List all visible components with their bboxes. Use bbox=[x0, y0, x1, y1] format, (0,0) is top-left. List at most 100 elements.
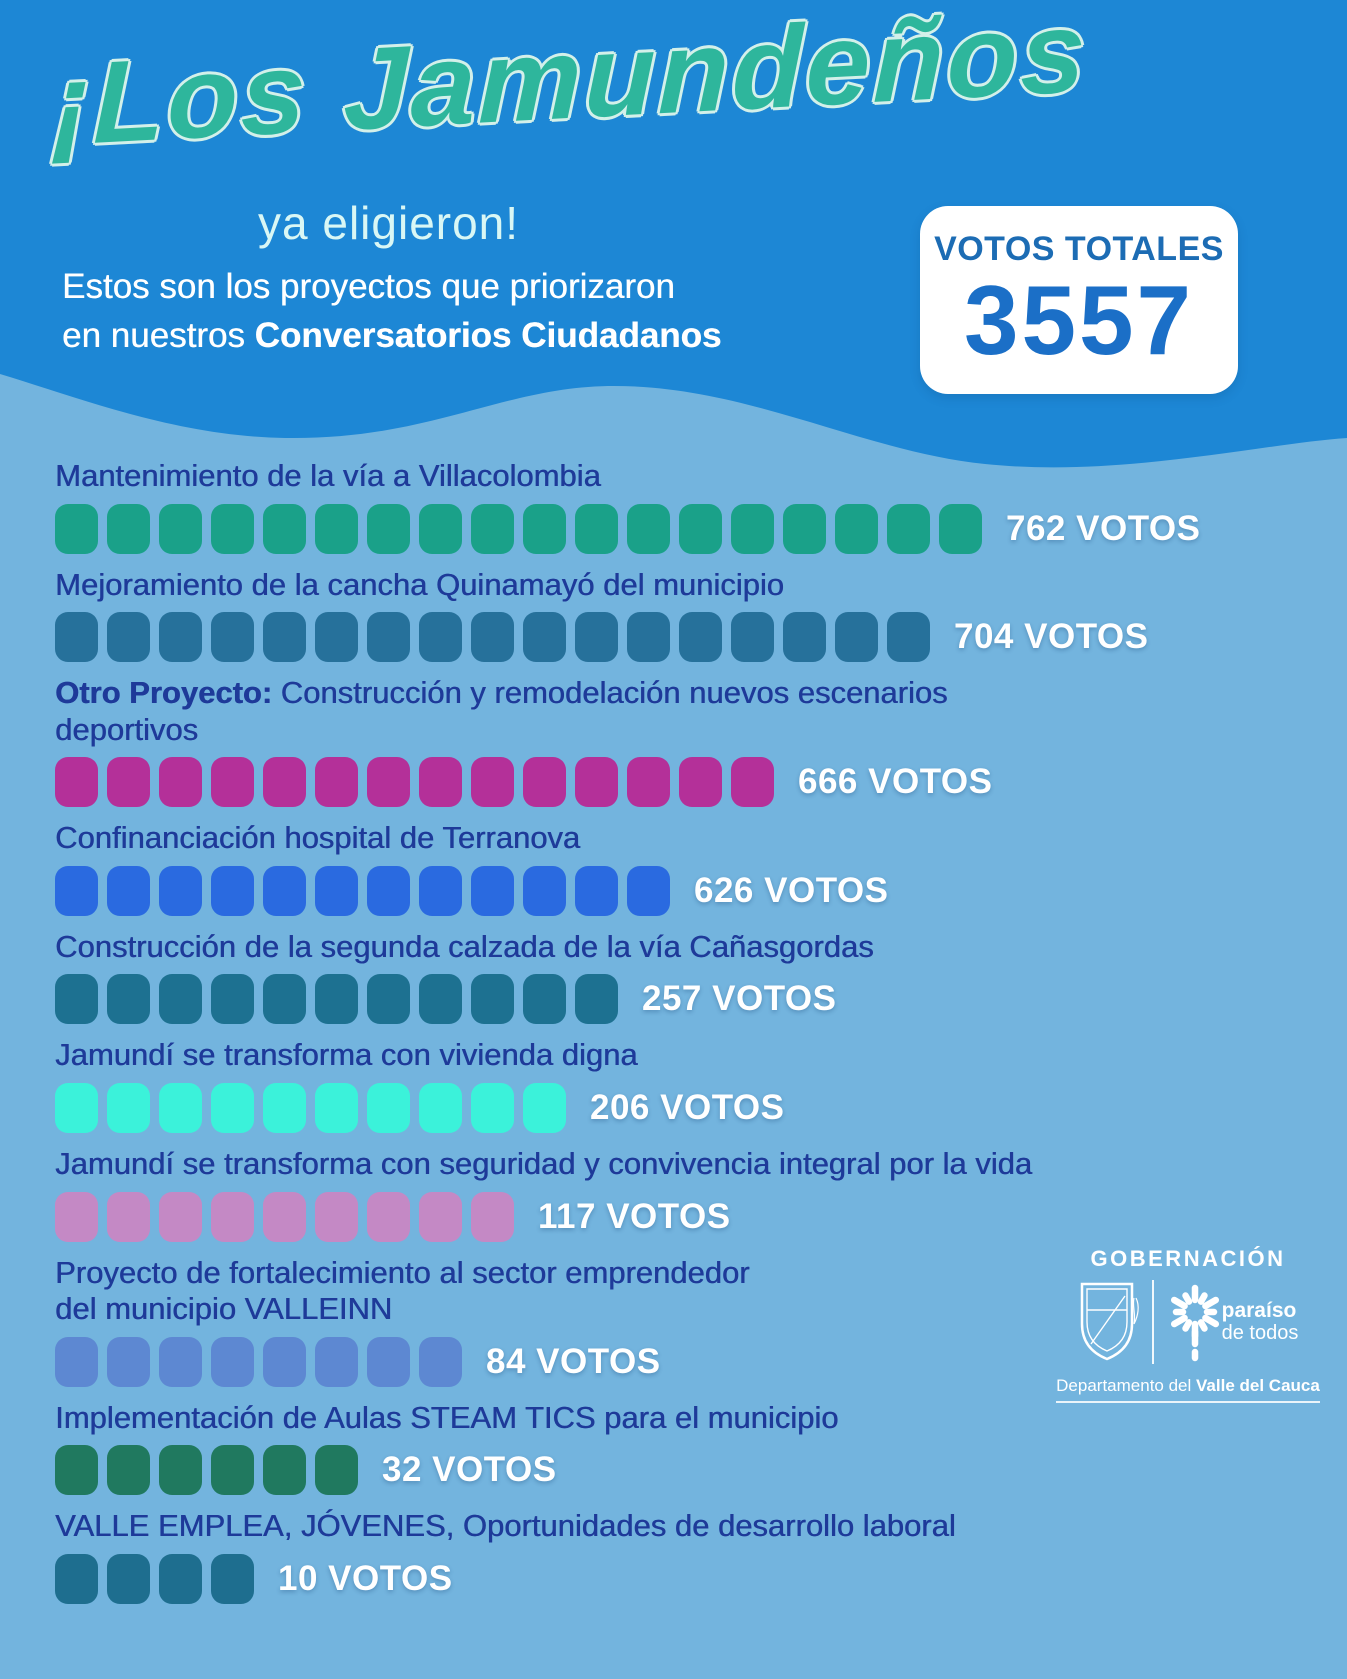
vote-square bbox=[263, 1083, 306, 1134]
vote-count-label: 32 VOTOS bbox=[382, 1450, 557, 1490]
vote-square bbox=[679, 757, 722, 808]
project-row: Mejoramiento de la cancha Quinamayó del … bbox=[55, 567, 1310, 663]
project-row: Mantenimiento de la vía a Villacolombia … bbox=[55, 458, 1310, 554]
vote-square bbox=[107, 1553, 150, 1604]
vote-square bbox=[55, 503, 98, 554]
vote-squares bbox=[55, 612, 930, 663]
vote-square bbox=[575, 865, 618, 916]
vote-square bbox=[939, 503, 982, 554]
vote-square bbox=[471, 612, 514, 663]
vote-square bbox=[55, 1191, 98, 1242]
vote-square bbox=[263, 757, 306, 808]
vote-bar: 626 VOTOS bbox=[55, 865, 1310, 916]
vote-square bbox=[55, 1336, 98, 1387]
vote-square bbox=[679, 612, 722, 663]
project-row: Proyecto de fortalecimiento al sector em… bbox=[55, 1255, 1310, 1387]
vote-square bbox=[471, 757, 514, 808]
vote-bar: 32 VOTOS bbox=[55, 1445, 1310, 1496]
vote-square bbox=[523, 503, 566, 554]
vote-square bbox=[419, 1336, 462, 1387]
vote-squares bbox=[55, 1083, 566, 1134]
vote-square bbox=[419, 974, 462, 1025]
vote-square bbox=[315, 1445, 358, 1496]
vote-square bbox=[211, 974, 254, 1025]
vote-bar: 704 VOTOS bbox=[55, 612, 1310, 663]
vote-square bbox=[55, 612, 98, 663]
project-row: Jamundí se transforma con seguridad y co… bbox=[55, 1146, 1310, 1242]
vote-square bbox=[211, 1336, 254, 1387]
vote-square bbox=[523, 865, 566, 916]
project-row: Confinanciación hospital de Terranova 62… bbox=[55, 820, 1310, 916]
project-label-text: Mantenimiento de la vía a Villacolombia bbox=[55, 458, 601, 493]
vote-squares bbox=[55, 865, 670, 916]
project-label-text: Jamundí se transforma con vivienda digna bbox=[55, 1037, 638, 1073]
vote-square bbox=[471, 865, 514, 916]
vote-square bbox=[159, 1336, 202, 1387]
project-label-text: Mejoramiento de la cancha Quinamayó del … bbox=[55, 566, 784, 602]
vote-bar: 84 VOTOS bbox=[55, 1336, 1310, 1387]
vote-square bbox=[575, 503, 618, 554]
vote-square bbox=[55, 974, 98, 1025]
vote-square bbox=[575, 612, 618, 663]
vote-square bbox=[315, 1191, 358, 1242]
vote-square bbox=[211, 757, 254, 808]
vote-square bbox=[419, 1083, 462, 1134]
vote-count-label: 666 VOTOS bbox=[798, 762, 993, 802]
vote-square bbox=[211, 1191, 254, 1242]
vote-square bbox=[471, 503, 514, 554]
project-row: Otro Proyecto: Construcción y remodelaci… bbox=[55, 675, 1310, 808]
vote-square bbox=[367, 1083, 410, 1134]
project-label-text: Construcción y remodelación nuevos escen… bbox=[55, 675, 948, 747]
intro-line2-prefix: en nuestros bbox=[62, 316, 255, 355]
vote-square bbox=[523, 1083, 566, 1134]
logo-tagline-bold: paraíso bbox=[1221, 1299, 1297, 1323]
vote-square bbox=[731, 612, 774, 663]
project-label: Mantenimiento de la vía a Villacolombia bbox=[55, 458, 1305, 495]
project-label: Construcción de la segunda calzada de la… bbox=[55, 929, 1305, 966]
logo-tagline: paraíso de todos bbox=[1222, 1300, 1299, 1343]
vote-square bbox=[107, 1083, 150, 1134]
vote-bar: 762 VOTOS bbox=[55, 503, 1310, 554]
vote-square bbox=[835, 503, 878, 554]
vote-square bbox=[471, 1191, 514, 1242]
vote-square bbox=[159, 1445, 202, 1496]
vote-square bbox=[627, 503, 670, 554]
vote-square bbox=[55, 1083, 98, 1134]
logo-department-bold: Valle del Cauca bbox=[1196, 1376, 1320, 1395]
vote-square bbox=[107, 865, 150, 916]
project-label: Mejoramiento de la cancha Quinamayó del … bbox=[55, 567, 1305, 604]
vote-square bbox=[367, 612, 410, 663]
vote-squares bbox=[55, 1336, 462, 1387]
vote-square bbox=[471, 1083, 514, 1134]
vote-square bbox=[55, 1553, 98, 1604]
vote-square bbox=[107, 757, 150, 808]
vote-square bbox=[419, 503, 462, 554]
project-row: Construcción de la segunda calzada de la… bbox=[55, 929, 1310, 1025]
shield-icon bbox=[1080, 1282, 1139, 1361]
vote-squares bbox=[55, 1553, 254, 1604]
project-row: VALLE EMPLEA, JÓVENES, Oportunidades de … bbox=[55, 1508, 1310, 1604]
vote-square bbox=[627, 757, 670, 808]
vote-square bbox=[419, 1191, 462, 1242]
vote-square bbox=[159, 757, 202, 808]
intro-line1: Estos son los proyectos que priorizaron bbox=[62, 267, 675, 306]
vote-bar: 117 VOTOS bbox=[55, 1191, 1310, 1242]
logo-department: Departamento del Valle del Cauca bbox=[1056, 1376, 1320, 1403]
vote-square bbox=[731, 757, 774, 808]
vote-square bbox=[783, 503, 826, 554]
vote-square bbox=[107, 974, 150, 1025]
vote-square bbox=[627, 865, 670, 916]
vote-square bbox=[523, 612, 566, 663]
vote-square bbox=[315, 974, 358, 1025]
vote-square bbox=[263, 1191, 306, 1242]
gobernacion-logo: GOBERNACIÓN bbox=[1052, 1246, 1324, 1403]
vote-square bbox=[159, 1191, 202, 1242]
logo-emblem: paraíso de todos bbox=[1052, 1280, 1324, 1364]
vote-square bbox=[471, 974, 514, 1025]
logo-divider bbox=[1151, 1280, 1154, 1364]
project-label: Implementación de Aulas STEAM TICS para … bbox=[55, 1400, 1305, 1437]
project-label-bold: Otro Proyecto: bbox=[55, 675, 273, 711]
vote-square bbox=[367, 1336, 410, 1387]
vote-square bbox=[367, 757, 410, 808]
